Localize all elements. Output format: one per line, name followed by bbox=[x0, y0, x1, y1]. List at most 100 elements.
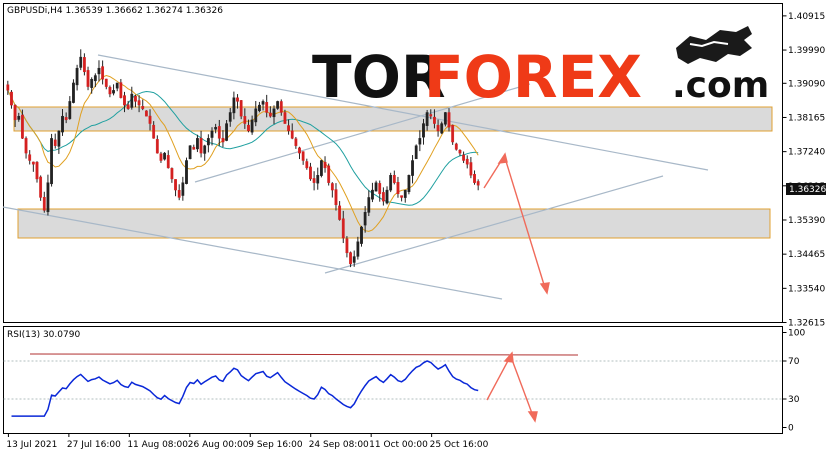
candle-body bbox=[400, 195, 404, 198]
time-tick-label: 13 Jul 2021 bbox=[6, 440, 57, 450]
candle-body bbox=[305, 161, 309, 169]
rsi-panel bbox=[3, 326, 783, 434]
candle-body bbox=[473, 174, 476, 183]
candle-body bbox=[137, 100, 141, 106]
price-tick-label: 1.37240 bbox=[788, 148, 825, 158]
bull-bear-icon bbox=[676, 26, 752, 64]
time-tick-label: 11 Aug 08:00 bbox=[127, 440, 188, 450]
rsi-forecast-down-arrowhead bbox=[527, 411, 538, 423]
candle-body bbox=[294, 138, 298, 146]
candle-body bbox=[268, 112, 272, 117]
candle-body bbox=[90, 79, 94, 88]
candle-body bbox=[258, 104, 261, 112]
time-tick-label: 9 Sep 16:00 bbox=[248, 440, 303, 450]
candle-body bbox=[239, 100, 243, 117]
candle-body bbox=[374, 182, 378, 192]
candle-body bbox=[115, 82, 119, 89]
price-tick-label: 1.35390 bbox=[788, 216, 825, 226]
candle-body bbox=[254, 108, 258, 123]
torforex-logo: TOR FOREX .com bbox=[312, 26, 769, 111]
candle-body bbox=[392, 174, 396, 183]
candle-body bbox=[188, 145, 192, 160]
candle-body bbox=[104, 78, 108, 87]
price-panel bbox=[3, 3, 783, 323]
price-tick-label: 1.32615 bbox=[788, 319, 825, 329]
candle-body bbox=[130, 93, 134, 108]
candle-body bbox=[298, 147, 301, 154]
rising-channel-line bbox=[194, 83, 531, 183]
candle-body bbox=[290, 130, 294, 139]
candle-body bbox=[68, 101, 72, 119]
candle-body bbox=[42, 197, 46, 211]
candle-body bbox=[101, 66, 105, 80]
candle-body bbox=[174, 179, 177, 191]
candle-body bbox=[330, 183, 334, 191]
candle-body bbox=[429, 114, 433, 117]
candle-body bbox=[221, 137, 225, 143]
candle-body bbox=[465, 158, 469, 165]
rsi-axis: 100 70 30 0 bbox=[782, 329, 805, 434]
candle-body bbox=[214, 127, 218, 130]
candle-body bbox=[352, 256, 356, 263]
candle-body bbox=[385, 189, 389, 204]
candle-body bbox=[356, 241, 360, 257]
candle-body bbox=[265, 102, 269, 113]
candle-body bbox=[436, 124, 440, 132]
candle-body bbox=[64, 117, 68, 121]
candle-body bbox=[418, 138, 422, 145]
candle-body bbox=[199, 137, 203, 154]
candle-body bbox=[371, 189, 374, 200]
logo-tor-text: TOR bbox=[312, 43, 446, 111]
price-tick-label: 1.39990 bbox=[788, 46, 825, 56]
candle-body bbox=[17, 115, 21, 120]
candle-body bbox=[155, 139, 159, 154]
rsi-forecast-up-arrowhead bbox=[503, 351, 514, 363]
candle-body bbox=[119, 82, 123, 98]
candle-body bbox=[217, 126, 221, 139]
candle-body bbox=[31, 161, 35, 165]
candle-body bbox=[312, 178, 316, 183]
candle-body bbox=[360, 226, 363, 244]
candle-body bbox=[447, 112, 451, 128]
candle-body bbox=[422, 123, 425, 138]
candle-body bbox=[35, 161, 39, 180]
candle-body bbox=[46, 182, 50, 213]
candle-body bbox=[458, 149, 462, 154]
candle-body bbox=[93, 75, 97, 82]
logo-forex-text: FOREX bbox=[424, 43, 642, 111]
candle-body bbox=[61, 115, 64, 133]
price-axis: 1.40915 1.39990 1.39090 1.38165 1.37240 1.363… bbox=[782, 12, 825, 329]
rsi-tick-label: 100 bbox=[788, 329, 805, 339]
candle-body bbox=[181, 182, 185, 196]
candle-body bbox=[6, 84, 10, 91]
forecast-down-arrowhead bbox=[539, 282, 550, 295]
candle-body bbox=[86, 70, 90, 87]
candle-body bbox=[443, 112, 447, 125]
candle-body bbox=[108, 87, 112, 95]
candle-body bbox=[192, 146, 196, 150]
rsi-tick-label: 0 bbox=[788, 424, 794, 434]
time-axis: 13 Jul 2021 27 Jul 16:00 11 Aug 08:00 26 Au… bbox=[6, 433, 489, 450]
time-tick-label: 24 Sep 08:00 bbox=[309, 440, 369, 450]
rsi-tick-label: 70 bbox=[788, 357, 800, 367]
candle-body bbox=[243, 116, 247, 124]
candle-body bbox=[301, 151, 305, 161]
ma-slow-line bbox=[7, 90, 479, 206]
candle-body bbox=[97, 67, 101, 75]
trend-lines bbox=[2, 54, 709, 300]
candle-body bbox=[403, 189, 407, 198]
candle-body bbox=[414, 145, 418, 160]
time-tick-label: 25 Oct 16:00 bbox=[430, 440, 489, 450]
candle-body bbox=[283, 112, 287, 124]
price-tick-label: 1.33540 bbox=[788, 284, 825, 294]
candle-body bbox=[287, 125, 290, 132]
candle-body bbox=[389, 175, 393, 191]
candle-body bbox=[411, 160, 414, 176]
logo-com-text: .com bbox=[672, 65, 769, 106]
candle-body bbox=[279, 101, 283, 113]
candle-body bbox=[454, 143, 458, 150]
candle-body bbox=[210, 130, 214, 138]
price-tick-label: 1.40915 bbox=[788, 12, 825, 22]
